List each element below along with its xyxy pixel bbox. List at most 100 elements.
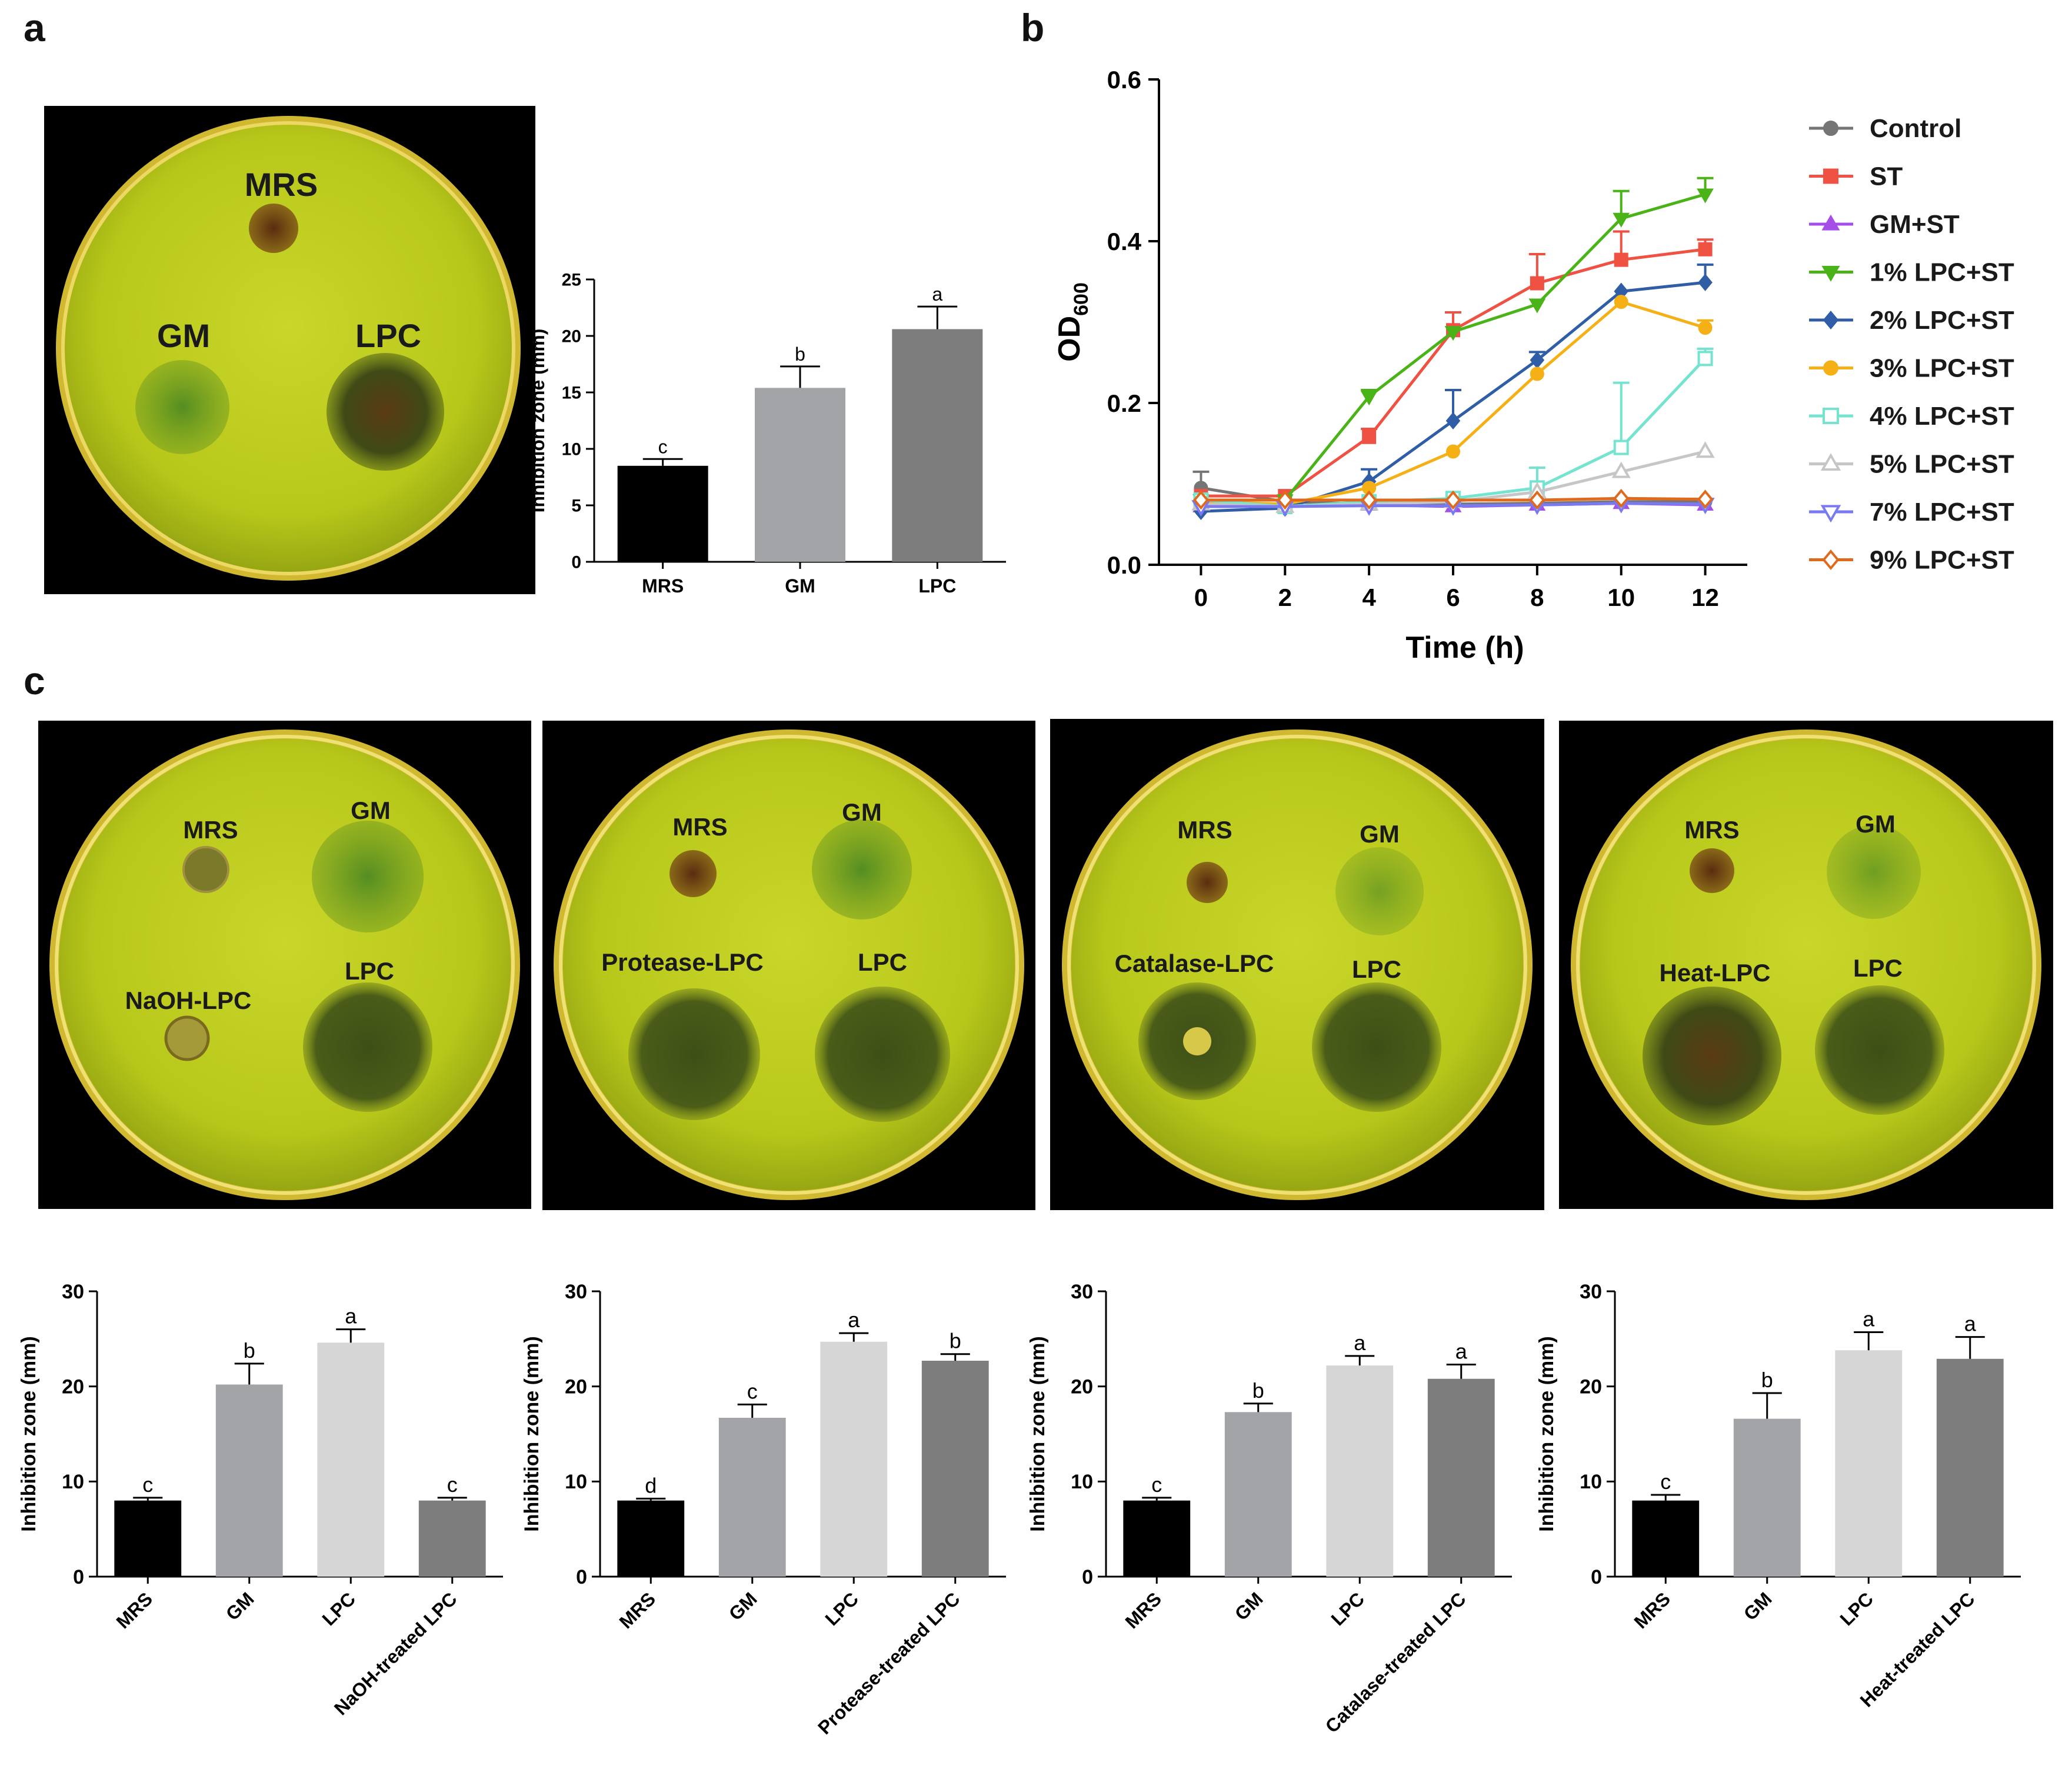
y-tick-label: 30 (62, 1281, 84, 1303)
significance-letter: c (447, 1472, 458, 1497)
significance-letter: c (142, 1472, 153, 1497)
plate-photo-c2: MRS GM Protease-LPC LPC (542, 721, 1035, 1210)
x-tick-label: LPC (1327, 1588, 1368, 1630)
data-point (1192, 490, 1210, 510)
significance-letter: c (1151, 1472, 1162, 1497)
legend-label: 9% LPC+ST (1870, 546, 2014, 575)
y-tick-label: 20 (565, 1376, 587, 1398)
data-point (1360, 391, 1378, 406)
y-tick-label: 0 (1082, 1566, 1093, 1588)
plate-label: Catalase-LPC (1115, 950, 1274, 977)
y-axis-label: Inhibition zone (mm) (1027, 1336, 1049, 1531)
legend-label: 5% LPC+ST (1870, 450, 2014, 479)
y-axis-label: Inhibition zone (mm) (18, 1336, 40, 1531)
line-chart-b: 0.0 0.2 0.4 0.6 0 2 4 6 8 10 12 Time (h) OD600 Contro… (1052, 66, 2014, 665)
x-tick-label: Heat-treated LPC (1856, 1588, 1979, 1711)
bar (1632, 1500, 1700, 1577)
data-point (1530, 276, 1544, 291)
x-tick-label: 4 (1362, 584, 1376, 611)
plate-label: LPC (355, 317, 421, 354)
data-point (1823, 121, 1838, 136)
zone-mrs (249, 204, 298, 253)
x-tick-label: MRS (112, 1588, 156, 1633)
bar (617, 1500, 685, 1577)
data-point (1821, 265, 1840, 282)
legend-item: 5% LPC+ST (1809, 450, 2014, 479)
data-point (1445, 412, 1461, 430)
y-axis-label: OD600 (1052, 282, 1092, 362)
series (1194, 263, 1714, 521)
legend-item: 4% LPC+ST (1809, 402, 2014, 431)
bar (1733, 1418, 1801, 1577)
x-tick-label: 12 (1691, 584, 1719, 611)
y-tick-label: 30 (1071, 1281, 1093, 1303)
data-point (1698, 274, 1713, 291)
significance-letter: b (1761, 1368, 1773, 1392)
x-tick-label: 10 (1607, 584, 1635, 611)
legend-item: Control (1809, 114, 1961, 143)
plate-label: LPC (345, 957, 394, 985)
y-tick-label: 10 (562, 440, 581, 459)
data-point (1529, 490, 1545, 510)
x-tick-label: LPC (1836, 1588, 1877, 1630)
data-point (1697, 188, 1714, 204)
significance-letter: a (848, 1308, 860, 1332)
plate-photo-c4: MRS GM Heat-LPC LPC (1559, 721, 2053, 1209)
y-tick-label: 0.2 (1107, 389, 1141, 417)
series (1193, 347, 1714, 514)
y-tick-label: 15 (562, 384, 581, 403)
y-tick-label: 0.4 (1107, 228, 1142, 255)
data-point (1611, 461, 1631, 478)
x-tick-label: MRS (615, 1588, 659, 1633)
series-line (1201, 248, 1705, 498)
series (1192, 488, 1714, 510)
legend-item: 9% LPC+ST (1809, 546, 2014, 575)
legend-label: 7% LPC+ST (1870, 498, 2014, 527)
plate-label: GM (1856, 810, 1896, 838)
significance-letter: d (645, 1473, 657, 1497)
plate-label: GM (1360, 820, 1400, 848)
significance-letter: a (932, 284, 942, 305)
significance-letter: c (747, 1379, 758, 1403)
y-tick-label: 25 (562, 271, 581, 290)
x-tick-label: 6 (1446, 584, 1460, 611)
plate-photo-a: MRS GM LPC (44, 106, 535, 594)
data-point (1823, 311, 1839, 329)
plate-photo-c3: MRS GM Catalase-LPC LPC (1050, 719, 1544, 1210)
data-point (1446, 444, 1460, 459)
plate-label: Protease-LPC (601, 948, 763, 976)
significance-letter: c (1660, 1470, 1671, 1494)
significance-letter: a (1964, 1312, 1977, 1336)
significance-letter: b (795, 344, 805, 365)
y-tick-label: 20 (1071, 1376, 1093, 1398)
y-tick-label: 20 (1580, 1376, 1602, 1398)
significance-letter: a (1863, 1307, 1875, 1331)
plate-label: LPC (1853, 954, 1903, 982)
bar (418, 1500, 486, 1577)
data-point (1695, 441, 1715, 458)
plate-photo-c1: MRS GM NaOH-LPC LPC (38, 721, 531, 1209)
bar (317, 1342, 385, 1577)
bar (1427, 1378, 1495, 1577)
data-point (1361, 490, 1377, 510)
bar (617, 465, 708, 562)
bar-chart-a: 0 5 10 15 20 25 Inhibition zone (mm) c MRS b GM a LP… (527, 271, 1006, 597)
x-tick-label: LPC (821, 1588, 862, 1630)
plate-label: MRS (183, 816, 238, 844)
plate-label: GM (351, 797, 391, 824)
y-tick-label: 10 (1580, 1471, 1602, 1493)
significance-letter: c (658, 436, 668, 457)
data-point (1613, 488, 1630, 508)
data-point (1362, 429, 1377, 444)
significance-letter: b (1252, 1378, 1264, 1402)
data-point (1820, 453, 1841, 471)
x-tick-label: GM (785, 575, 815, 597)
y-tick-label: 10 (565, 1471, 587, 1493)
plate-label: LPC (1352, 955, 1401, 983)
y-tick-label: 10 (1071, 1471, 1093, 1493)
bar (1123, 1500, 1191, 1577)
